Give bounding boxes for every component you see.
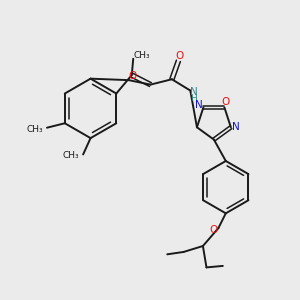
Text: N: N [195, 100, 203, 110]
Text: O: O [210, 225, 218, 235]
Text: O: O [176, 51, 184, 62]
Text: N: N [232, 122, 240, 132]
Text: H: H [190, 94, 197, 103]
Text: CH₃: CH₃ [62, 152, 79, 160]
Text: N: N [190, 87, 198, 97]
Text: CH₃: CH₃ [26, 125, 43, 134]
Text: O: O [222, 97, 230, 107]
Text: O: O [129, 71, 137, 81]
Text: CH₃: CH₃ [133, 51, 150, 60]
